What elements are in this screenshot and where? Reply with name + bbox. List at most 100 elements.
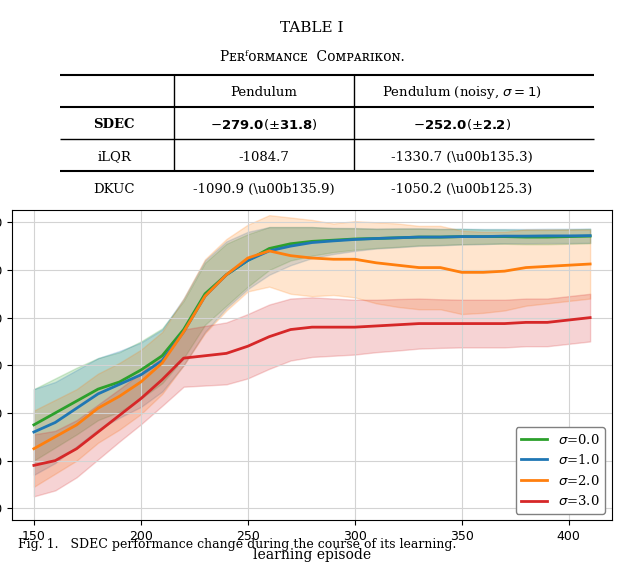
$\sigma$=0.0 <box>373 235 380 242</box>
$\sigma$=2.0 <box>437 264 444 271</box>
$\sigma$=2.0 <box>458 269 466 276</box>
X-axis label: learning episode: learning episode <box>253 549 371 563</box>
$\sigma$=3.0 <box>587 314 594 321</box>
$\sigma$=2.0 <box>587 261 594 267</box>
$\sigma$=2.0 <box>137 378 145 385</box>
$\sigma$=3.0 <box>158 376 166 383</box>
$\sigma$=1.0 <box>587 232 594 239</box>
$\sigma$=1.0 <box>565 232 572 239</box>
$\sigma$=2.0 <box>73 421 80 428</box>
$\sigma$=0.0 <box>415 234 422 241</box>
Line: $\sigma$=2.0: $\sigma$=2.0 <box>34 251 590 449</box>
$\sigma$=1.0 <box>458 233 466 240</box>
$\sigma$=0.0 <box>202 290 209 297</box>
$\sigma$=2.0 <box>30 445 37 452</box>
Text: -1090.9 (\u00b135.9): -1090.9 (\u00b135.9) <box>193 183 335 196</box>
Text: -1050.2 (\u00b125.3): -1050.2 (\u00b125.3) <box>391 183 532 196</box>
$\sigma$=0.0 <box>394 234 401 241</box>
$\sigma$=0.0 <box>115 378 123 385</box>
$\sigma$=1.0 <box>244 257 251 264</box>
$\sigma$=1.0 <box>394 234 401 241</box>
Text: $-\mathbf{279.0}(\pm\mathbf{31.8})$: $-\mathbf{279.0}(\pm\mathbf{31.8})$ <box>210 117 318 133</box>
$\sigma$=1.0 <box>202 293 209 300</box>
$\sigma$=0.0 <box>329 236 337 243</box>
Text: -1330.7 (\u00b135.3): -1330.7 (\u00b135.3) <box>391 150 533 164</box>
Text: Pendulum: Pendulum <box>231 86 298 99</box>
$\sigma$=2.0 <box>158 359 166 366</box>
$\sigma$=3.0 <box>30 462 37 469</box>
$\sigma$=1.0 <box>180 328 187 335</box>
$\sigma$=0.0 <box>308 238 316 245</box>
$\sigma$=3.0 <box>265 333 273 340</box>
$\sigma$=0.0 <box>351 235 359 242</box>
$\sigma$=2.0 <box>415 264 422 271</box>
$\sigma$=1.0 <box>501 232 509 239</box>
$\sigma$=3.0 <box>52 457 59 464</box>
$\sigma$=3.0 <box>458 320 466 327</box>
$\sigma$=1.0 <box>544 232 551 239</box>
Text: -1084.7: -1084.7 <box>238 150 290 164</box>
$\sigma$=2.0 <box>223 272 230 278</box>
$\sigma$=3.0 <box>180 355 187 362</box>
$\sigma$=1.0 <box>158 357 166 364</box>
$\sigma$=1.0 <box>137 371 145 378</box>
Text: $-\mathbf{252.0}(\pm\mathbf{2.2})$: $-\mathbf{252.0}(\pm\mathbf{2.2})$ <box>412 117 511 133</box>
$\sigma$=2.0 <box>115 393 123 400</box>
$\sigma$=3.0 <box>287 326 295 333</box>
$\sigma$=2.0 <box>479 269 487 276</box>
$\sigma$=0.0 <box>479 233 487 240</box>
Text: Pᴇʀᶠᴏʀᴍᴀɴᴄᴇ  Cᴏᴍᴘᴀʀɪᴋᴏɴ.: Pᴇʀᶠᴏʀᴍᴀɴᴄᴇ Cᴏᴍᴘᴀʀɪᴋᴏɴ. <box>220 49 404 64</box>
$\sigma$=0.0 <box>158 352 166 359</box>
$\sigma$=1.0 <box>287 243 295 250</box>
$\sigma$=1.0 <box>30 429 37 436</box>
$\sigma$=0.0 <box>522 234 530 241</box>
$\sigma$=1.0 <box>73 405 80 412</box>
$\sigma$=0.0 <box>52 409 59 416</box>
$\sigma$=2.0 <box>287 252 295 259</box>
$\sigma$=1.0 <box>94 390 102 397</box>
Text: Pendulum (noisy, $\sigma = 1$): Pendulum (noisy, $\sigma = 1$) <box>382 84 542 101</box>
$\sigma$=2.0 <box>373 259 380 266</box>
$\sigma$=2.0 <box>565 262 572 269</box>
$\sigma$=1.0 <box>52 419 59 426</box>
$\sigma$=3.0 <box>437 320 444 327</box>
$\sigma$=0.0 <box>30 421 37 428</box>
$\sigma$=1.0 <box>329 238 337 245</box>
$\sigma$=2.0 <box>94 405 102 412</box>
$\sigma$=1.0 <box>308 239 316 246</box>
$\sigma$=0.0 <box>265 245 273 252</box>
$\sigma$=2.0 <box>329 256 337 263</box>
Text: DKUC: DKUC <box>94 183 135 196</box>
$\sigma$=2.0 <box>522 264 530 271</box>
$\sigma$=0.0 <box>501 233 509 240</box>
$\sigma$=0.0 <box>244 257 251 264</box>
$\sigma$=2.0 <box>202 293 209 300</box>
$\sigma$=3.0 <box>415 320 422 327</box>
Line: $\sigma$=1.0: $\sigma$=1.0 <box>34 236 590 432</box>
$\sigma$=2.0 <box>180 328 187 335</box>
Text: TABLE I: TABLE I <box>280 21 344 35</box>
$\sigma$=3.0 <box>137 395 145 402</box>
$\sigma$=0.0 <box>458 233 466 240</box>
$\sigma$=2.0 <box>544 263 551 270</box>
$\sigma$=3.0 <box>73 445 80 452</box>
$\sigma$=3.0 <box>565 316 572 323</box>
$\sigma$=1.0 <box>437 234 444 241</box>
$\sigma$=1.0 <box>522 232 530 239</box>
$\sigma$=3.0 <box>223 350 230 357</box>
$\sigma$=3.0 <box>501 320 509 327</box>
$\sigma$=0.0 <box>223 272 230 278</box>
$\sigma$=3.0 <box>202 352 209 359</box>
$\sigma$=0.0 <box>287 241 295 247</box>
$\sigma$=0.0 <box>437 234 444 241</box>
Legend: $\sigma$=0.0, $\sigma$=1.0, $\sigma$=2.0, $\sigma$=3.0: $\sigma$=0.0, $\sigma$=1.0, $\sigma$=2.0… <box>516 427 605 514</box>
Line: $\sigma$=0.0: $\sigma$=0.0 <box>34 236 590 425</box>
$\sigma$=3.0 <box>373 323 380 329</box>
$\sigma$=0.0 <box>73 398 80 405</box>
$\sigma$=3.0 <box>394 321 401 328</box>
$\sigma$=1.0 <box>115 381 123 388</box>
$\sigma$=0.0 <box>180 326 187 333</box>
$\sigma$=2.0 <box>308 255 316 262</box>
$\sigma$=3.0 <box>522 319 530 326</box>
$\sigma$=2.0 <box>351 256 359 263</box>
